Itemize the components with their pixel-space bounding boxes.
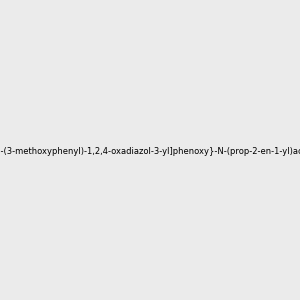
Text: 2-{2-[5-(3-methoxyphenyl)-1,2,4-oxadiazol-3-yl]phenoxy}-N-(prop-2-en-1-yl)acetam: 2-{2-[5-(3-methoxyphenyl)-1,2,4-oxadiazo…	[0, 147, 300, 156]
